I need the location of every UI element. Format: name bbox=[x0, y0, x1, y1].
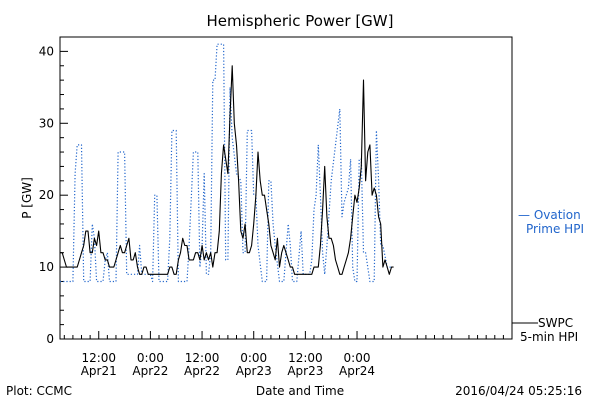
series-swpc-line bbox=[60, 65, 394, 275]
y-axis: 0 10 20 30 40 bbox=[39, 44, 68, 346]
x-tick-label-date: Apr24 bbox=[339, 364, 375, 378]
x-tick-label: 12:00 bbox=[288, 351, 323, 365]
x-tick-label-date: Apr22 bbox=[184, 364, 220, 378]
x-tick-label-date: Apr21 bbox=[81, 364, 117, 378]
legend-ovation: — Ovation Prime HPI bbox=[518, 208, 584, 236]
plot-credit: Plot: CCMC bbox=[6, 384, 72, 398]
y-tick-label: 40 bbox=[39, 44, 54, 58]
x-tick-label: 12:00 bbox=[81, 351, 116, 365]
x-axis: 12:00Apr210:00Apr2212:00Apr220:00Apr2312… bbox=[63, 331, 504, 378]
legend-ovation-line1: — Ovation bbox=[518, 208, 581, 222]
x-tick-label-date: Apr23 bbox=[287, 364, 323, 378]
y-tick-label: 10 bbox=[39, 260, 54, 274]
series-ovation-line bbox=[60, 43, 392, 283]
x-tick-label: 0:00 bbox=[137, 351, 164, 365]
legend-ovation-line2: Prime HPI bbox=[526, 222, 584, 236]
chart-title: Hemispheric Power [GW] bbox=[206, 12, 394, 30]
y-axis-label: P [GW] bbox=[19, 177, 34, 219]
plot-frame bbox=[59, 36, 513, 340]
legend-swpc-line2: 5-min HPI bbox=[520, 330, 579, 344]
y-tick-label: 20 bbox=[39, 188, 54, 202]
x-tick-label: 12:00 bbox=[185, 351, 220, 365]
series-layer bbox=[60, 43, 394, 283]
x-tick-label: 0:00 bbox=[240, 351, 267, 365]
x-tick-label: 0:00 bbox=[344, 351, 371, 365]
y-tick-label: 0 bbox=[46, 332, 54, 346]
legend-swpc-line1: SWPC bbox=[538, 316, 574, 330]
y-tick-label: 30 bbox=[39, 116, 54, 130]
x-tick-label-date: Apr22 bbox=[132, 364, 168, 378]
x-axis-label: Date and Time bbox=[255, 384, 345, 398]
x-tick-label-date: Apr23 bbox=[236, 364, 272, 378]
legend-swpc: SWPC 5-min HPI bbox=[520, 316, 578, 344]
plot-timestamp: 2016/04/24 05:25:16 bbox=[455, 384, 582, 398]
